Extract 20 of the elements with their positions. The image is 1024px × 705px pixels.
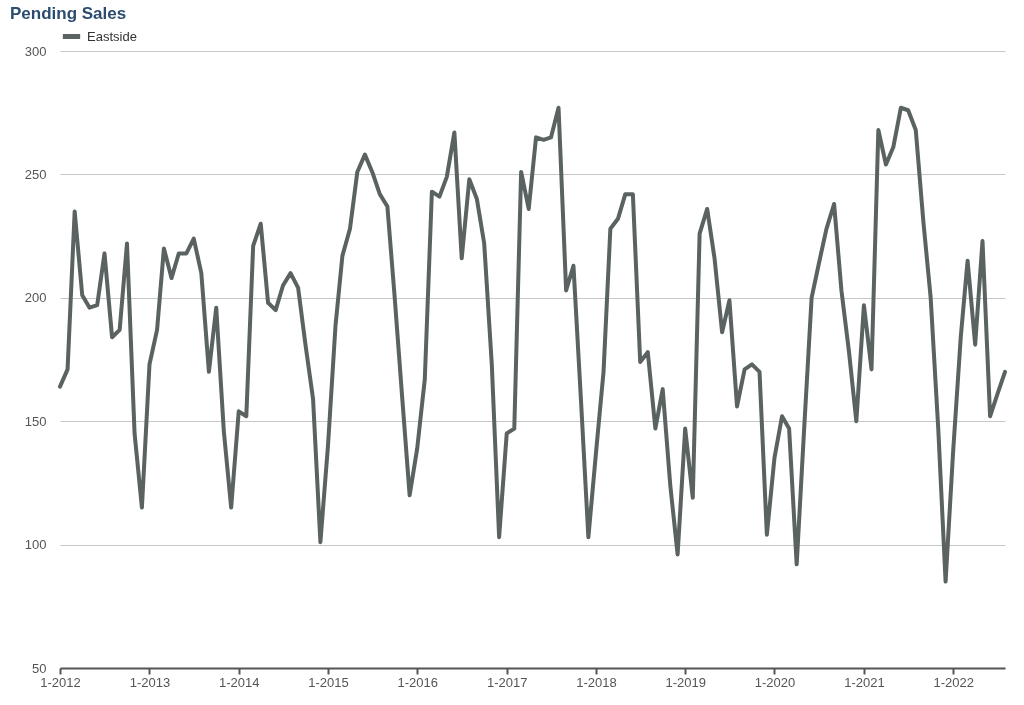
y-tick-label: 200 [24,290,47,306]
y-tick-label: 150 [24,413,47,429]
y-tick-label: 250 [24,166,47,182]
chart-title: Pending Sales [10,4,127,23]
x-tick-label: 1-2016 [397,674,438,690]
x-tick-label: 1-2014 [218,674,260,690]
x-tick-label: 1-2022 [933,674,974,690]
x-tick-label: 1-2017 [486,674,528,690]
x-tick-label: 1-2012 [40,674,81,690]
legend-label: Eastside [87,28,137,44]
x-tick-label: 1-2021 [844,674,885,690]
line-series [58,105,1007,584]
y-tick-label: 50 [32,660,47,676]
x-tick-label: 1-2020 [754,674,796,690]
x-tick-label: 1-2018 [576,674,617,690]
x-tick-label: 1-2019 [665,674,706,690]
y-tick-label: 100 [24,537,47,553]
x-tick-label: 1-2015 [308,674,349,690]
y-tick-label: 300 [24,43,47,59]
x-tick-label: 1-2013 [129,674,171,690]
